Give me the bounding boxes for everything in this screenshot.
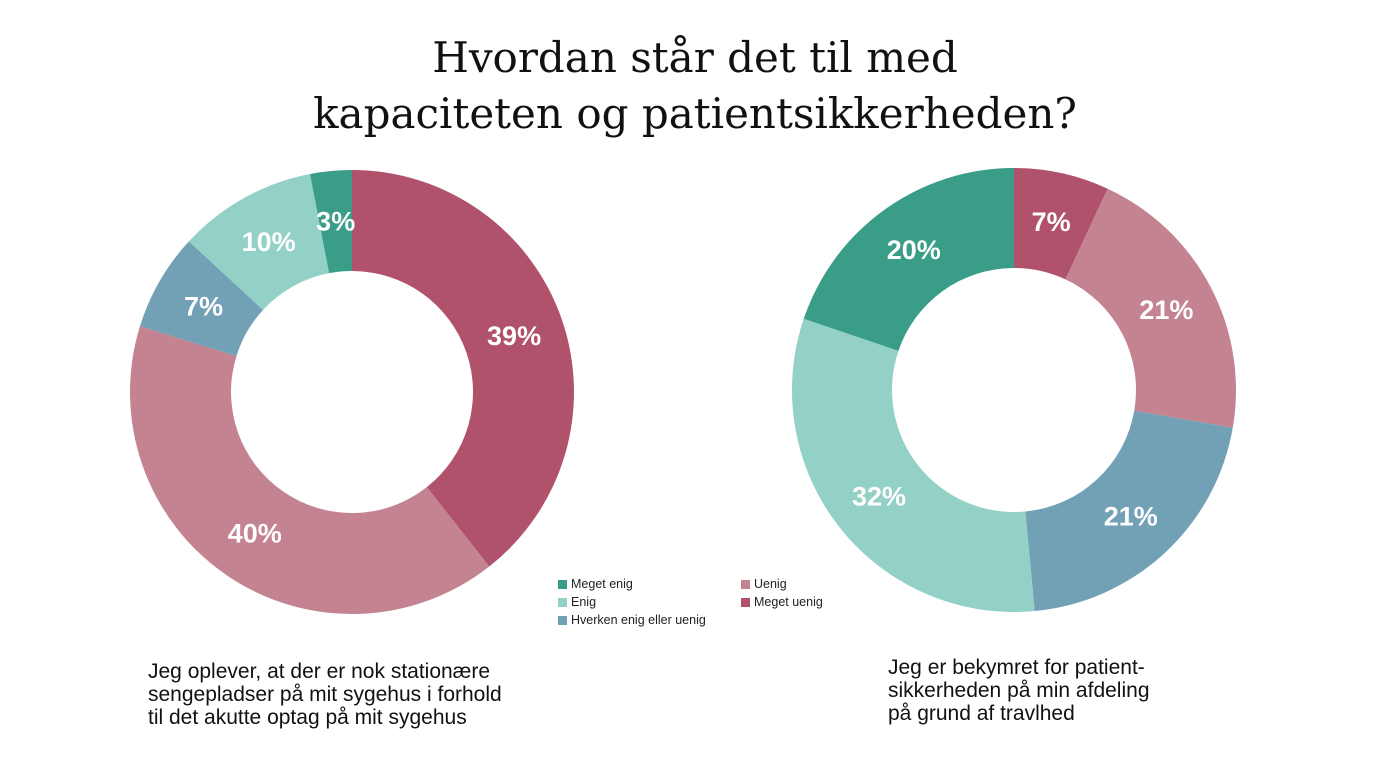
donut-slice-left-uenig <box>129 326 490 614</box>
slice-label-left-meget-uenig: 39% <box>487 321 541 351</box>
donut-slice-left-enig <box>188 174 330 310</box>
caption-left-line-2: sengepladser på mit sygehus i forhold <box>148 683 502 706</box>
donut-slice-right-uenig <box>1065 188 1236 428</box>
legend-item-uenig: Uenig <box>741 577 787 591</box>
chart-title-line-1: Hvordan står det til med <box>432 33 958 82</box>
legend-swatch-enig <box>558 597 567 607</box>
legend-swatch-meget-uenig <box>741 597 750 607</box>
slice-label-right-meget-uenig: 7% <box>1032 207 1071 237</box>
slice-label-left-uenig: 40% <box>228 518 282 548</box>
caption-left-line-3: til det akutte optag på mit sygehus <box>148 706 467 729</box>
donut-slice-right-hverken-enig-eller-uenig <box>1025 410 1233 612</box>
chart-title: Hvordan står det til med kapaciteten og … <box>0 30 1390 142</box>
legend-item-meget-uenig: Meget uenig <box>741 595 823 609</box>
slice-label-right-meget-enig: 20% <box>887 235 941 265</box>
slice-label-left-meget-enig: 3% <box>316 206 355 236</box>
caption-right-line-3: på grund af travlhed <box>888 702 1075 725</box>
legend-label-meget-uenig: Meget uenig <box>754 595 823 609</box>
legend-label-meget-enig: Meget enig <box>571 577 633 591</box>
caption-left-line-1: Jeg oplever, at der er nok stationære <box>148 660 491 683</box>
donut-slice-right-meget-uenig <box>1014 168 1108 280</box>
legend-swatch-meget-enig <box>558 579 567 589</box>
chart-title-line-2: kapaciteten og patientsikkerheden? <box>313 89 1077 138</box>
donut-slice-left-hverken-enig-eller-uenig <box>140 241 264 357</box>
donut-chart-left: 39% 40% 7% 10% 3% <box>129 170 574 614</box>
donut-chart-right: 7% 21% 21% 32% 20% <box>792 168 1236 612</box>
legend-item-enig: Enig <box>558 595 596 609</box>
slice-label-left-hverken-enig-eller-uenig: 7% <box>184 291 223 321</box>
donut-slice-right-enig <box>792 318 1035 612</box>
caption-right-line-1: Jeg er bekymret for patient- <box>888 656 1145 679</box>
legend-item-hverken: Hverken enig eller uenig <box>558 613 706 627</box>
donut-slice-left-meget-enig <box>309 170 352 274</box>
legend-label-hverken: Hverken enig eller uenig <box>571 613 706 627</box>
caption-right: Jeg er bekymret for patient- sikkerheden… <box>888 656 1150 725</box>
legend-item-meget-enig: Meget enig <box>558 577 633 591</box>
legend: Meget enig Enig Hverken enig eller uenig… <box>558 577 858 633</box>
donut-slice-left-meget-uenig <box>352 170 574 567</box>
legend-swatch-uenig <box>741 579 750 589</box>
slice-label-left-enig: 10% <box>242 227 296 257</box>
legend-label-enig: Enig <box>571 595 597 609</box>
caption-left: Jeg oplever, at der er nok stationære se… <box>148 660 502 729</box>
legend-label-uenig: Uenig <box>754 577 787 591</box>
donut-slice-right-meget-enig <box>803 168 1014 351</box>
slice-label-right-uenig: 21% <box>1139 295 1193 325</box>
slice-label-right-enig: 32% <box>852 482 906 512</box>
legend-swatch-hverken <box>558 615 567 625</box>
caption-right-line-2: sikkerheden på min afdeling <box>888 679 1150 702</box>
slice-label-right-hverken-enig-eller-uenig: 21% <box>1104 501 1158 531</box>
